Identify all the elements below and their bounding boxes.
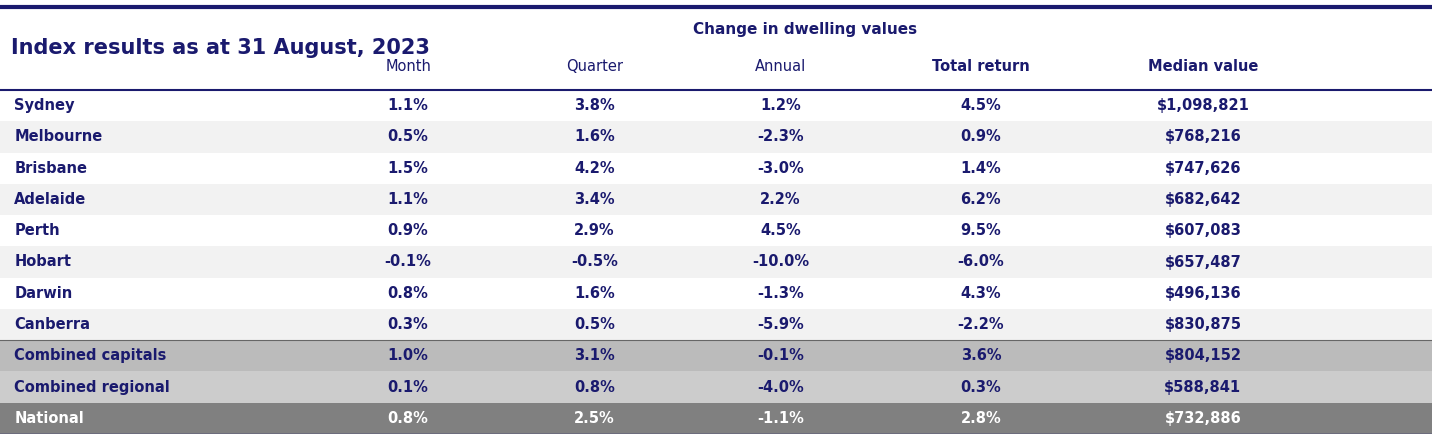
Bar (0, 340, 1432, 372)
Text: 0.3%: 0.3% (388, 317, 428, 332)
Text: 0.3%: 0.3% (961, 380, 1001, 395)
Bar (0, 278, 1432, 309)
Text: 4.5%: 4.5% (760, 223, 800, 238)
Text: Brisbane: Brisbane (14, 161, 87, 176)
Bar (0, 152, 1432, 184)
Text: -10.0%: -10.0% (752, 254, 809, 270)
Text: $768,216: $768,216 (1164, 129, 1242, 145)
Text: 1.1%: 1.1% (388, 192, 428, 207)
Text: $732,886: $732,886 (1164, 411, 1242, 426)
Text: -0.1%: -0.1% (758, 349, 803, 363)
Text: 0.5%: 0.5% (574, 317, 614, 332)
Text: 3.8%: 3.8% (574, 98, 614, 113)
Text: 1.1%: 1.1% (388, 98, 428, 113)
Text: -1.3%: -1.3% (758, 286, 803, 301)
Text: 1.6%: 1.6% (574, 286, 614, 301)
Text: 2.5%: 2.5% (574, 411, 614, 426)
Bar (0, 184, 1432, 215)
Text: Melbourne: Melbourne (14, 129, 103, 145)
Text: 0.1%: 0.1% (388, 380, 428, 395)
Bar (0, 215, 1432, 247)
Bar (0, 90, 1432, 121)
Text: -4.0%: -4.0% (758, 380, 803, 395)
Text: 0.8%: 0.8% (388, 286, 428, 301)
Text: Median value: Median value (1147, 59, 1259, 74)
Text: -6.0%: -6.0% (958, 254, 1004, 270)
Bar (0, 372, 1432, 403)
Text: Annual: Annual (755, 59, 806, 74)
Text: 2.9%: 2.9% (574, 223, 614, 238)
Text: $1,098,821: $1,098,821 (1157, 98, 1249, 113)
Text: Hobart: Hobart (14, 254, 72, 270)
Text: 0.9%: 0.9% (961, 129, 1001, 145)
Text: Canberra: Canberra (14, 317, 90, 332)
Text: Adelaide: Adelaide (14, 192, 86, 207)
Text: Month: Month (385, 59, 431, 74)
Text: 0.9%: 0.9% (388, 223, 428, 238)
Text: 1.6%: 1.6% (574, 129, 614, 145)
Text: 1.0%: 1.0% (388, 349, 428, 363)
Text: 0.8%: 0.8% (574, 380, 614, 395)
Text: -0.5%: -0.5% (571, 254, 617, 270)
Text: -0.1%: -0.1% (385, 254, 431, 270)
Text: 0.5%: 0.5% (388, 129, 428, 145)
Text: Darwin: Darwin (14, 286, 73, 301)
Text: 3.6%: 3.6% (961, 349, 1001, 363)
Text: -3.0%: -3.0% (758, 161, 803, 176)
Text: Index results as at 31 August, 2023: Index results as at 31 August, 2023 (11, 38, 431, 58)
Text: $607,083: $607,083 (1164, 223, 1242, 238)
Bar (0, 309, 1432, 340)
Text: Quarter: Quarter (566, 59, 623, 74)
Text: -2.2%: -2.2% (958, 317, 1004, 332)
Text: Total return: Total return (932, 59, 1030, 74)
Text: 9.5%: 9.5% (961, 223, 1001, 238)
Text: National: National (14, 411, 84, 426)
Text: 6.2%: 6.2% (961, 192, 1001, 207)
Bar (0, 121, 1432, 152)
Text: 3.4%: 3.4% (574, 192, 614, 207)
Bar (0, 403, 1432, 434)
Text: Combined regional: Combined regional (14, 380, 170, 395)
Text: -2.3%: -2.3% (758, 129, 803, 145)
Text: $804,152: $804,152 (1164, 349, 1242, 363)
Text: 4.5%: 4.5% (961, 98, 1001, 113)
Text: $496,136: $496,136 (1164, 286, 1242, 301)
Text: $830,875: $830,875 (1164, 317, 1242, 332)
Bar (0, 247, 1432, 278)
Text: Sydney: Sydney (14, 98, 74, 113)
Text: 4.3%: 4.3% (961, 286, 1001, 301)
Text: 0.8%: 0.8% (388, 411, 428, 426)
Text: -1.1%: -1.1% (758, 411, 803, 426)
Text: 2.2%: 2.2% (760, 192, 800, 207)
Text: 4.2%: 4.2% (574, 161, 614, 176)
Text: -5.9%: -5.9% (758, 317, 803, 332)
Text: 3.1%: 3.1% (574, 349, 614, 363)
Text: 1.5%: 1.5% (388, 161, 428, 176)
Text: 1.4%: 1.4% (961, 161, 1001, 176)
Text: Perth: Perth (14, 223, 60, 238)
Text: $588,841: $588,841 (1164, 380, 1242, 395)
Text: $657,487: $657,487 (1164, 254, 1242, 270)
Text: Combined capitals: Combined capitals (14, 349, 166, 363)
Text: 2.8%: 2.8% (961, 411, 1001, 426)
Text: Change in dwelling values: Change in dwelling values (693, 23, 918, 37)
Text: $747,626: $747,626 (1164, 161, 1242, 176)
Text: $682,642: $682,642 (1164, 192, 1242, 207)
Text: 1.2%: 1.2% (760, 98, 800, 113)
